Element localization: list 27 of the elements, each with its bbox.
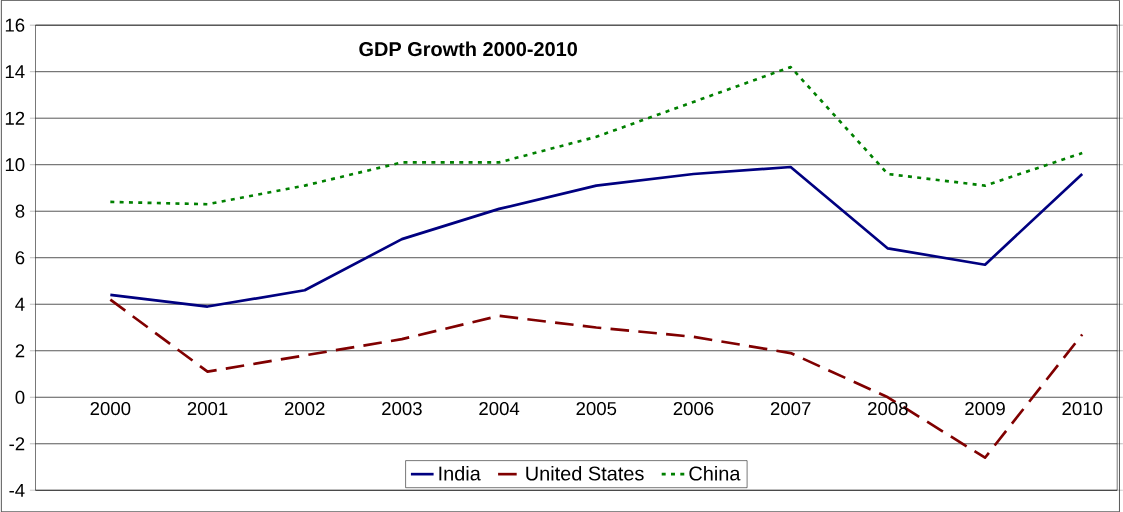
y-tick-label: 16 [5, 18, 25, 32]
y-tick-label: 8 [15, 204, 25, 218]
x-tick-label: 2005 [576, 401, 617, 416]
x-tick-label: 2002 [284, 401, 325, 416]
x-tick-label: 2001 [187, 401, 228, 416]
legend-label: India [439, 465, 481, 481]
y-tick-label: 0 [15, 390, 25, 404]
legend-label: United States [526, 465, 644, 481]
y-tick-label: -2 [9, 437, 25, 451]
x-tick-label: 2009 [965, 401, 1005, 416]
x-tick-label: 2006 [673, 401, 714, 416]
x-tick-label: 2003 [382, 401, 422, 416]
y-tick-label: 4 [15, 297, 25, 311]
x-tick-label: 2007 [770, 401, 811, 416]
x-tick-label: 2010 [1062, 401, 1103, 416]
y-tick-label: 2 [15, 344, 25, 358]
y-tick-label: 12 [5, 111, 25, 125]
x-tick-label: 2004 [479, 401, 520, 416]
y-tick-label: -4 [9, 483, 25, 497]
y-tick-label: 6 [15, 251, 25, 265]
y-tick-label: 10 [5, 158, 25, 172]
x-tick-label: 2008 [868, 401, 908, 416]
text: GDP Growth 2000-2010 [359, 41, 577, 57]
line-series [109, 165, 1084, 308]
y-tick-label: 14 [5, 65, 25, 79]
x-tick-label: 2000 [90, 401, 131, 416]
legend-label: China [689, 465, 741, 481]
